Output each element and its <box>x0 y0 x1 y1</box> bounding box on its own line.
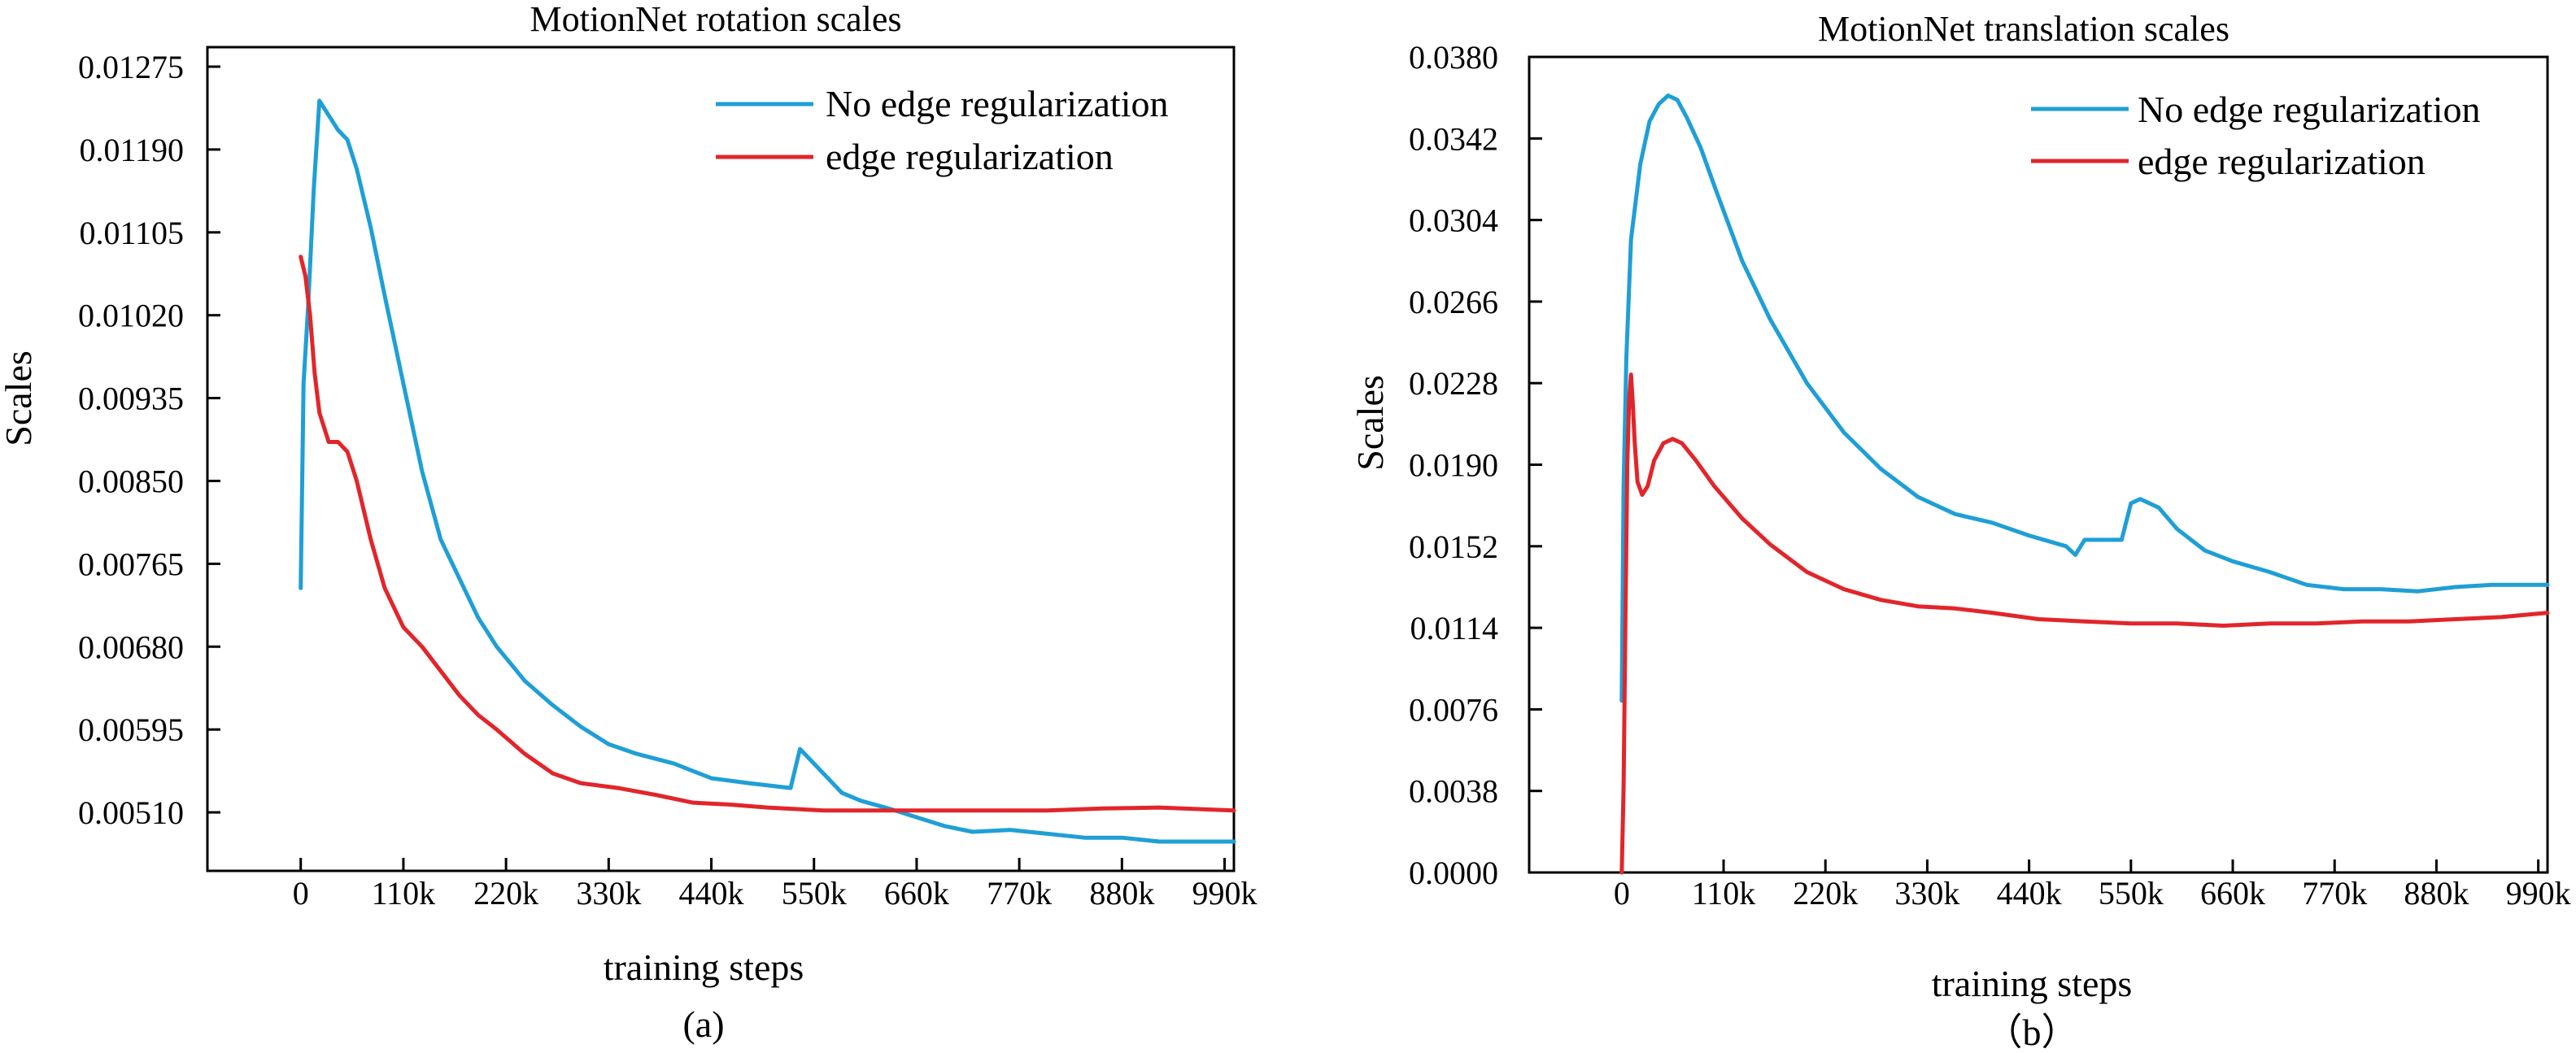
chart-a-y-tick-label: 0.01020 <box>78 298 184 334</box>
chart-a-x-tick-label: 990k <box>1192 875 1257 912</box>
chart-a-plot-frame <box>206 46 1236 872</box>
chart-b-x-tick-label: 110k <box>1692 875 1756 912</box>
chart-a-y-tick-label: 0.00765 <box>78 546 184 582</box>
chart-b-x-tick-label: 880k <box>2404 875 2469 912</box>
chart-b-x-tick-label: 660k <box>2200 875 2265 912</box>
chart-a-y-tick-label: 0.00935 <box>78 381 184 417</box>
chart-a-y-tick-label: 0.01190 <box>79 132 184 168</box>
chart-b-x-tick-label: 0 <box>1614 875 1630 912</box>
chart-b-y-tick-label: 0.0038 <box>1409 773 1498 810</box>
chart-a-series <box>299 98 1236 844</box>
chart-a-legend-label-1: edge regularization <box>826 136 1114 177</box>
chart-a: MotionNet rotation scales 0.00510 0.00595… <box>0 0 1257 1045</box>
chart-b-series-line-no-edge-regularization <box>1619 94 2550 703</box>
chart-b-legend-label-1: edge regularization <box>2138 141 2426 182</box>
chart-a-series-line-no-edge-regularization <box>299 98 1236 844</box>
chart-b-x-tick-label: 770k <box>2302 875 2367 912</box>
chart-a-x-tick-label: 110k <box>372 875 436 912</box>
chart-b-y-tick-label: 0.0266 <box>1409 284 1498 320</box>
chart-a-caption: (a) <box>682 1003 724 1045</box>
chart-b-title: MotionNet translation scales <box>1818 9 2229 49</box>
chart-b-legend: No edge regularization edge regularizati… <box>2031 89 2480 182</box>
chart-b-series <box>1619 94 2550 875</box>
chart-b-y-tick-label: 0.0076 <box>1409 691 1498 728</box>
chart-b-caption: （b） <box>1985 1012 2079 1049</box>
chart-a-x-tick-label: 330k <box>576 875 641 912</box>
chart-a-x-ticks: 0 110k 220k 330k 440k 550k 660k 770k 880k 990k <box>293 858 1257 912</box>
chart-a-y-tick-label: 0.00850 <box>78 463 184 499</box>
chart-a-x-tick-label: 550k <box>782 875 847 912</box>
chart-b-x-tick-label: 220k <box>1793 875 1858 912</box>
chart-b-x-tick-label: 990k <box>2506 875 2571 912</box>
chart-b-x-tick-label: 330k <box>1894 875 1959 912</box>
chart-a-x-tick-label: 440k <box>679 875 744 912</box>
chart-a-series-line-edge-regularization <box>299 255 1236 813</box>
chart-b-x-tick-label: 550k <box>2099 875 2164 912</box>
chart-b-series-line-edge-regularization <box>1619 372 2550 875</box>
chart-b-y-tick-label: 0.0152 <box>1409 529 1498 565</box>
chart-a-y-tick-label: 0.01275 <box>78 49 184 85</box>
chart-a-legend-label-0: No edge regularization <box>826 83 1168 124</box>
chart-b-y-tick-label: 0.0114 <box>1410 610 1498 646</box>
chart-a-title: MotionNet rotation scales <box>530 0 901 39</box>
chart-b-ylabel: Scales <box>1349 375 1391 471</box>
chart-b-x-tick-label: 440k <box>1997 875 2062 912</box>
chart-a-legend: No edge regularization edge regularizati… <box>716 83 1168 177</box>
chart-b-legend-label-0: No edge regularization <box>2138 89 2480 130</box>
chart-b-y-tick-label: 0.0380 <box>1409 39 1498 76</box>
chart-a-y-tick-label: 0.00680 <box>78 629 184 665</box>
chart-a-y-tick-label: 0.01105 <box>79 215 184 251</box>
chart-b-y-tick-label: 0.0228 <box>1409 365 1498 402</box>
chart-b-y-ticks: 0.0000 0.0038 0.0076 0.0114 0.0152 0.0190 0.02… <box>1409 39 1542 891</box>
chart-a-x-tick-label: 0 <box>293 875 309 912</box>
chart-a-y-tick-label: 0.00595 <box>78 711 184 748</box>
chart-a-x-tick-label: 770k <box>987 875 1052 912</box>
chart-a-y-tick-label: 0.00510 <box>78 794 184 831</box>
chart-a-x-tick-label: 220k <box>473 875 538 912</box>
chart-a-ylabel: Scales <box>0 350 39 446</box>
chart-a-x-tick-label: 660k <box>884 875 949 912</box>
chart-b-y-tick-label: 0.0342 <box>1409 120 1498 157</box>
chart-a-xlabel: training steps <box>604 946 804 988</box>
chart-b-y-tick-label: 0.0000 <box>1409 855 1498 891</box>
chart-b-y-tick-label: 0.0190 <box>1409 447 1498 484</box>
chart-a-x-tick-label: 880k <box>1089 875 1154 912</box>
chart-b-xlabel: training steps <box>1932 963 2133 1004</box>
chart-b-y-tick-label: 0.0304 <box>1409 202 1498 239</box>
chart-b-x-ticks: 0 110k 220k 330k 440k 550k 660k 770k 880k 990k <box>1614 859 2571 912</box>
chart-b: MotionNet translation scales 0.0000 0.003… <box>1349 9 2571 1053</box>
chart-a-y-ticks: 0.00510 0.00595 0.00680 0.00765 0.00850 0.009… <box>78 49 220 831</box>
